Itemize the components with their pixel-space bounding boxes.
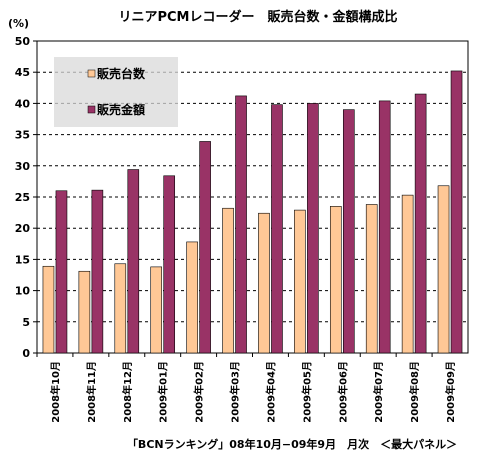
footnote: 「BCNランキング」08年10月−09年9月 月次 ＜最大パネル＞ — [127, 437, 457, 451]
bar-units — [186, 241, 198, 354]
x-tick-label: 2009年09月 — [444, 361, 457, 423]
x-tick-label: 2009年03月 — [229, 361, 242, 423]
x-tick-label: 2008年10月 — [49, 361, 62, 423]
bar-amount — [450, 70, 463, 354]
bar-units — [294, 209, 306, 354]
x-tick-label: 2008年12月 — [121, 361, 134, 423]
bar-amount — [271, 104, 283, 354]
x-tick-label: 2009年02月 — [193, 361, 206, 423]
x-tick-label: 2009年08月 — [408, 361, 421, 423]
x-tick-label: 2009年04月 — [264, 361, 277, 423]
bar-amount — [414, 93, 427, 354]
y-tick-label: 10 — [15, 285, 31, 298]
x-tick-label: 2009年06月 — [336, 361, 349, 423]
chart-title: リニアPCMレコーダー 販売台数・金額構成比 — [118, 9, 397, 25]
bar-units — [150, 266, 163, 354]
y-tick-label: 20 — [15, 222, 31, 235]
x-tick-label: 2009年01月 — [157, 361, 170, 423]
bar-units — [329, 206, 342, 354]
x-tick-label: 2009年05月 — [300, 361, 313, 423]
bar-amount — [307, 103, 319, 354]
bar-units — [437, 185, 450, 354]
bar-amount — [342, 109, 355, 354]
bar-units — [222, 207, 234, 354]
y-tick-label: 0 — [22, 347, 30, 360]
y-axis-unit: (%) — [8, 17, 29, 30]
legend: 販売台数 販売金額 — [54, 57, 178, 127]
bar-units — [401, 194, 414, 354]
y-tick-label: 45 — [15, 66, 30, 79]
bars — [42, 70, 463, 354]
bar-units — [114, 263, 127, 354]
bar-units — [78, 270, 91, 354]
x-tick-label: 2009年07月 — [372, 361, 385, 423]
legend-box — [54, 57, 178, 127]
legend-swatch-units — [87, 69, 96, 78]
y-axis-ticks: 0 5 10 15 20 25 30 35 40 45 50 — [15, 35, 37, 360]
y-tick-label: 5 — [22, 316, 30, 329]
y-tick-label: 40 — [15, 97, 31, 110]
y-tick-label: 35 — [15, 129, 30, 142]
y-tick-label: 50 — [15, 35, 31, 48]
bar-units — [365, 204, 378, 354]
bar-amount — [55, 190, 68, 354]
x-tick-label: 2008年11月 — [85, 361, 98, 423]
bar-amount — [163, 175, 176, 354]
y-tick-label: 30 — [15, 160, 31, 173]
bar-units — [258, 212, 270, 354]
legend-swatch-amount — [87, 105, 96, 114]
y-tick-label: 25 — [15, 191, 30, 204]
bar-amount — [91, 189, 104, 354]
legend-label-amount: 販売金額 — [97, 102, 145, 117]
bar-units — [42, 265, 55, 354]
x-axis-ticks: 2008年10月 2008年11月 2008年12月 2009年01月 2009年02月… — [36, 353, 457, 423]
bar-amount — [199, 141, 211, 354]
y-tick-label: 15 — [15, 253, 30, 266]
legend-label-units: 販売台数 — [97, 66, 146, 81]
bar-amount — [378, 100, 391, 354]
bar-amount — [127, 169, 140, 354]
bar-amount — [235, 95, 247, 354]
